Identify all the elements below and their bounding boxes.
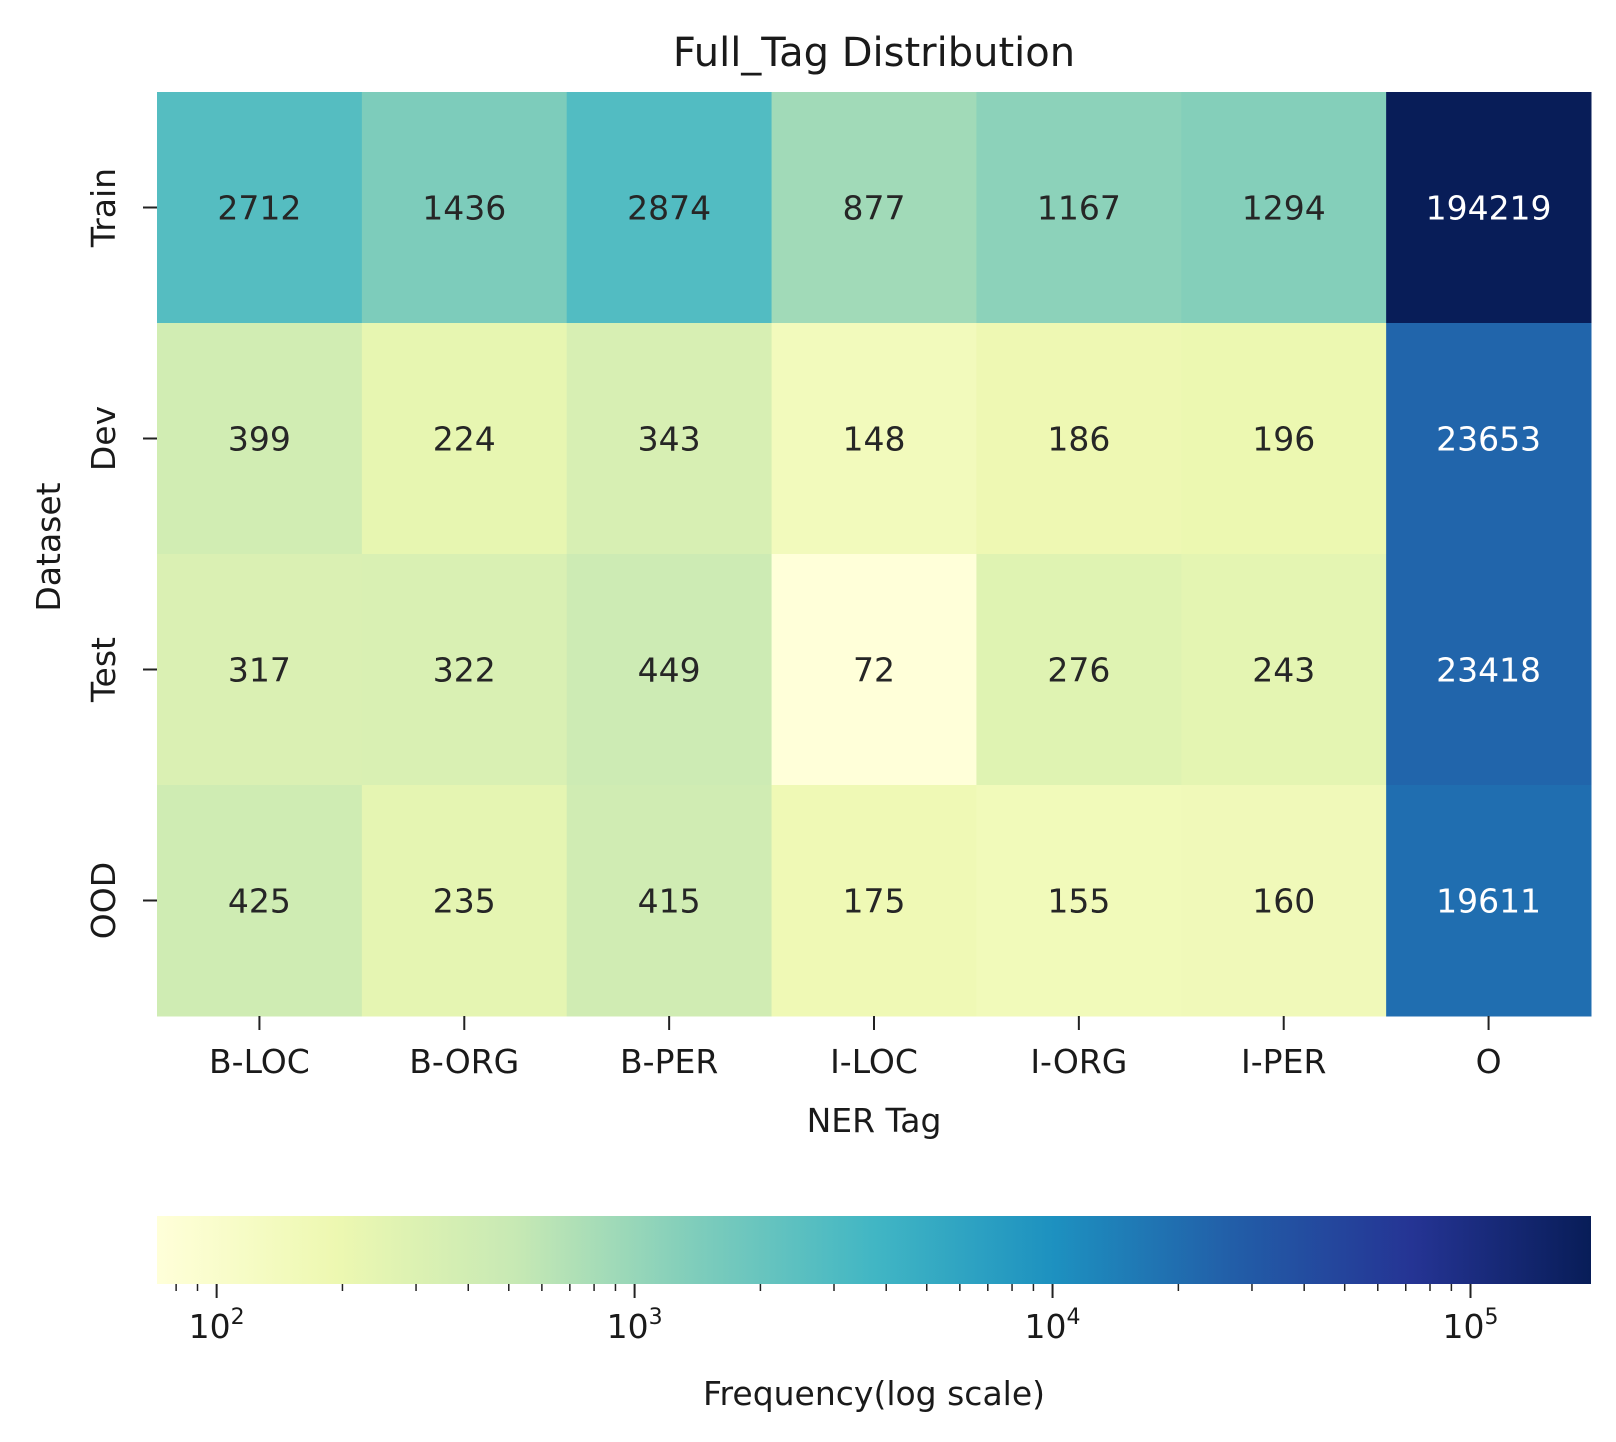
heatmap-cell (1386, 92, 1592, 324)
heatmap-cell (1386, 323, 1592, 555)
heatmap-cell (976, 554, 1182, 786)
cell-value-label: 23653 (1436, 420, 1541, 459)
y-tick-label: OOD (84, 862, 123, 939)
cell-value-label: 243 (1252, 651, 1315, 690)
x-tick-label: B-ORG (409, 1042, 519, 1081)
cell-value-label: 1436 (422, 189, 506, 228)
x-tick-label: I-PER (1241, 1042, 1326, 1081)
x-tick-label: B-LOC (209, 1042, 310, 1081)
cell-value-label: 194219 (1426, 189, 1552, 228)
heatmap-cell (361, 92, 568, 324)
heatmap-cell (566, 554, 773, 786)
heatmap-cell (1181, 554, 1387, 786)
colorbar (157, 1216, 1591, 1284)
colorbar-tick-label: 102 (189, 1305, 245, 1346)
cell-value-label: 343 (638, 420, 701, 459)
y-tick-label: Test (84, 637, 123, 703)
heatmap-cell-labels: 2712 1436 2874 877 1167 1294 194219 399 224 343 14… (217, 189, 1551, 921)
cell-value-label: 1167 (1037, 189, 1121, 228)
heatmap-cell (771, 554, 977, 786)
colorbar-tick-label: 103 (607, 1305, 663, 1346)
cell-value-label: 19611 (1436, 882, 1541, 921)
heatmap-cell (566, 92, 773, 324)
cell-value-label: 399 (228, 420, 291, 459)
x-axis: B-LOC B-ORG B-PER I-LOC I-ORG I-PER O (209, 1016, 1502, 1081)
heatmap-cell (1181, 785, 1387, 1017)
cell-value-label: 23418 (1436, 651, 1541, 690)
x-tick-label: B-PER (620, 1042, 718, 1081)
heatmap-cell (1181, 92, 1387, 324)
cell-value-label: 425 (228, 882, 291, 921)
cell-value-label: 317 (228, 651, 291, 690)
cell-value-label: 186 (1047, 420, 1110, 459)
colorbar-tick-label: 105 (1443, 1305, 1499, 1346)
cell-value-label: 2874 (627, 189, 711, 228)
heatmap-cell (157, 92, 363, 324)
cell-value-label: 235 (433, 882, 496, 921)
heatmap-cell (1386, 785, 1592, 1017)
cell-value-label: 72 (853, 651, 895, 690)
heatmap-cell (157, 554, 363, 786)
heatmap-cell (771, 92, 977, 324)
heatmap-cell (566, 785, 773, 1017)
heatmap-cell (1181, 323, 1387, 555)
cell-value-label: 1294 (1242, 189, 1326, 228)
y-tick-label: Train (84, 168, 123, 248)
heatmap-cell (1386, 554, 1592, 786)
heatmap-cell (361, 785, 568, 1017)
cell-value-label: 415 (638, 882, 701, 921)
heatmap-cell (361, 554, 568, 786)
colorbar-title: Frequency(log scale) (703, 1374, 1045, 1413)
x-tick-label: O (1476, 1042, 1502, 1081)
cell-value-label: 2712 (217, 189, 301, 228)
cell-value-label: 160 (1252, 882, 1315, 921)
heatmap-cell (157, 785, 363, 1017)
heatmap-cell (976, 92, 1182, 324)
heatmap-cell (976, 785, 1182, 1017)
heatmap-cell (976, 323, 1182, 555)
chart-title: Full_Tag Distribution (673, 30, 1075, 76)
colorbar-tick-label: 104 (1025, 1305, 1081, 1346)
cell-value-label: 877 (843, 189, 906, 228)
cell-value-label: 148 (843, 420, 906, 459)
cell-value-label: 322 (433, 651, 496, 690)
y-axis-title: Dataset (29, 482, 68, 611)
x-tick-label: I-ORG (1030, 1042, 1127, 1081)
cell-value-label: 449 (638, 651, 701, 690)
x-axis-title: NER Tag (807, 1101, 942, 1140)
cell-value-label: 224 (433, 420, 496, 459)
cell-value-label: 276 (1047, 651, 1110, 690)
y-tick-label: Dev (84, 406, 123, 471)
colorbar-ticks: 102 103 104 105 (175, 1284, 1499, 1346)
heatmap-cell (566, 323, 773, 555)
heatmap-cell (771, 785, 977, 1017)
heatmap-cell (157, 323, 363, 555)
x-tick-label: I-LOC (830, 1042, 918, 1081)
cell-value-label: 175 (843, 882, 906, 921)
heatmap-cell (771, 323, 977, 555)
heatmap-cell (361, 323, 568, 555)
y-axis: Train Dev Test OOD (84, 168, 157, 939)
heatmap-cells (157, 92, 1592, 1017)
cell-value-label: 155 (1047, 882, 1110, 921)
cell-value-label: 196 (1252, 420, 1315, 459)
